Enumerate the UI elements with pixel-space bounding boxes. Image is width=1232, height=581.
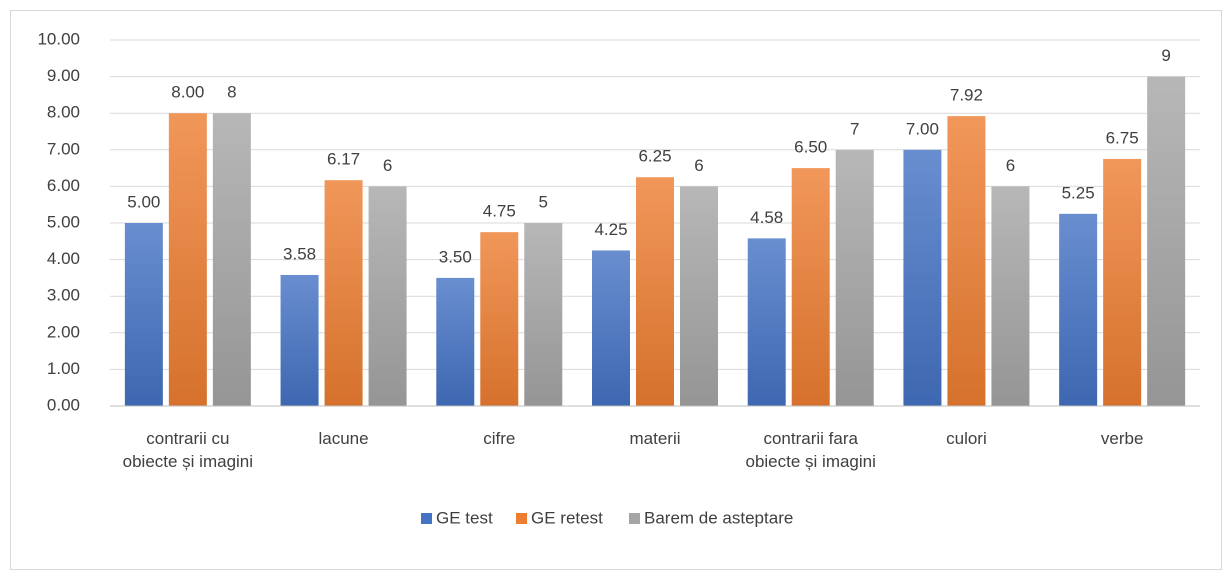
x-tick-label: lacune xyxy=(318,429,369,448)
y-tick-label: 5.00 xyxy=(47,212,80,231)
bar xyxy=(480,232,519,406)
x-tick-label: verbe xyxy=(1100,429,1144,448)
value-label: 4.75 xyxy=(483,202,516,221)
legend-swatch xyxy=(516,513,527,524)
bar xyxy=(947,116,986,407)
y-tick-label: 0.00 xyxy=(47,395,80,414)
y-tick-label: 6.00 xyxy=(47,176,80,195)
value-label: 4.58 xyxy=(750,208,783,227)
value-label: 4.25 xyxy=(594,220,627,239)
bar xyxy=(747,238,786,406)
value-label: 6.25 xyxy=(638,147,671,166)
bar xyxy=(991,186,1030,406)
value-label: 7 xyxy=(850,119,859,138)
legend-swatch xyxy=(421,513,432,524)
value-label: 8 xyxy=(227,83,236,102)
bar xyxy=(903,149,942,407)
value-label: 6 xyxy=(383,156,392,175)
value-label: 6.50 xyxy=(794,138,827,157)
value-label: 5.00 xyxy=(127,192,160,211)
value-label: 6 xyxy=(1006,156,1015,175)
bar xyxy=(1103,158,1142,406)
value-label: 6.75 xyxy=(1106,128,1139,147)
x-tick-label: culori xyxy=(946,429,987,448)
value-label: 8.00 xyxy=(171,83,204,102)
bar xyxy=(524,223,563,406)
value-label: 9 xyxy=(1161,46,1170,65)
bar xyxy=(280,274,319,406)
value-label: 6.17 xyxy=(327,150,360,169)
bar xyxy=(636,177,674,406)
y-tick-label: 1.00 xyxy=(47,359,80,378)
value-label: 6 xyxy=(694,156,703,175)
bar xyxy=(1059,213,1098,406)
value-label: 3.58 xyxy=(283,244,316,263)
legend-label: GE retest xyxy=(531,508,603,527)
bar xyxy=(791,168,830,406)
bar xyxy=(168,113,207,406)
value-label: 7.92 xyxy=(950,86,983,105)
y-tick-label: 8.00 xyxy=(47,103,80,122)
x-tick-label: cifre xyxy=(483,429,516,448)
value-label: 5.25 xyxy=(1062,183,1095,202)
y-tick-label: 10.00 xyxy=(37,29,80,48)
bar xyxy=(835,149,874,407)
x-tick-label: contrarii cu obiecte și imagini xyxy=(122,429,254,471)
y-tick-label: 3.00 xyxy=(47,286,80,305)
value-label: 5 xyxy=(539,192,548,211)
legend-swatch xyxy=(629,513,640,524)
y-tick-label: 7.00 xyxy=(47,139,80,158)
y-tick-label: 4.00 xyxy=(47,249,80,268)
bar xyxy=(124,223,163,406)
x-tick-label: contrarii fara obiecte și imagini xyxy=(745,429,876,471)
legend-label: Barem de asteptare xyxy=(644,508,793,527)
bar xyxy=(436,277,475,406)
y-tick-label: 9.00 xyxy=(47,66,80,85)
x-tick-label: materii xyxy=(629,429,681,448)
bar xyxy=(212,113,251,406)
bar xyxy=(1147,76,1186,406)
bar xyxy=(680,186,718,406)
bar xyxy=(368,186,407,406)
bar xyxy=(324,180,363,406)
value-label: 3.50 xyxy=(439,247,472,266)
bar xyxy=(592,250,630,406)
value-label: 7.00 xyxy=(906,119,939,138)
legend-label: GE test xyxy=(436,508,493,527)
y-tick-label: 2.00 xyxy=(47,322,80,341)
